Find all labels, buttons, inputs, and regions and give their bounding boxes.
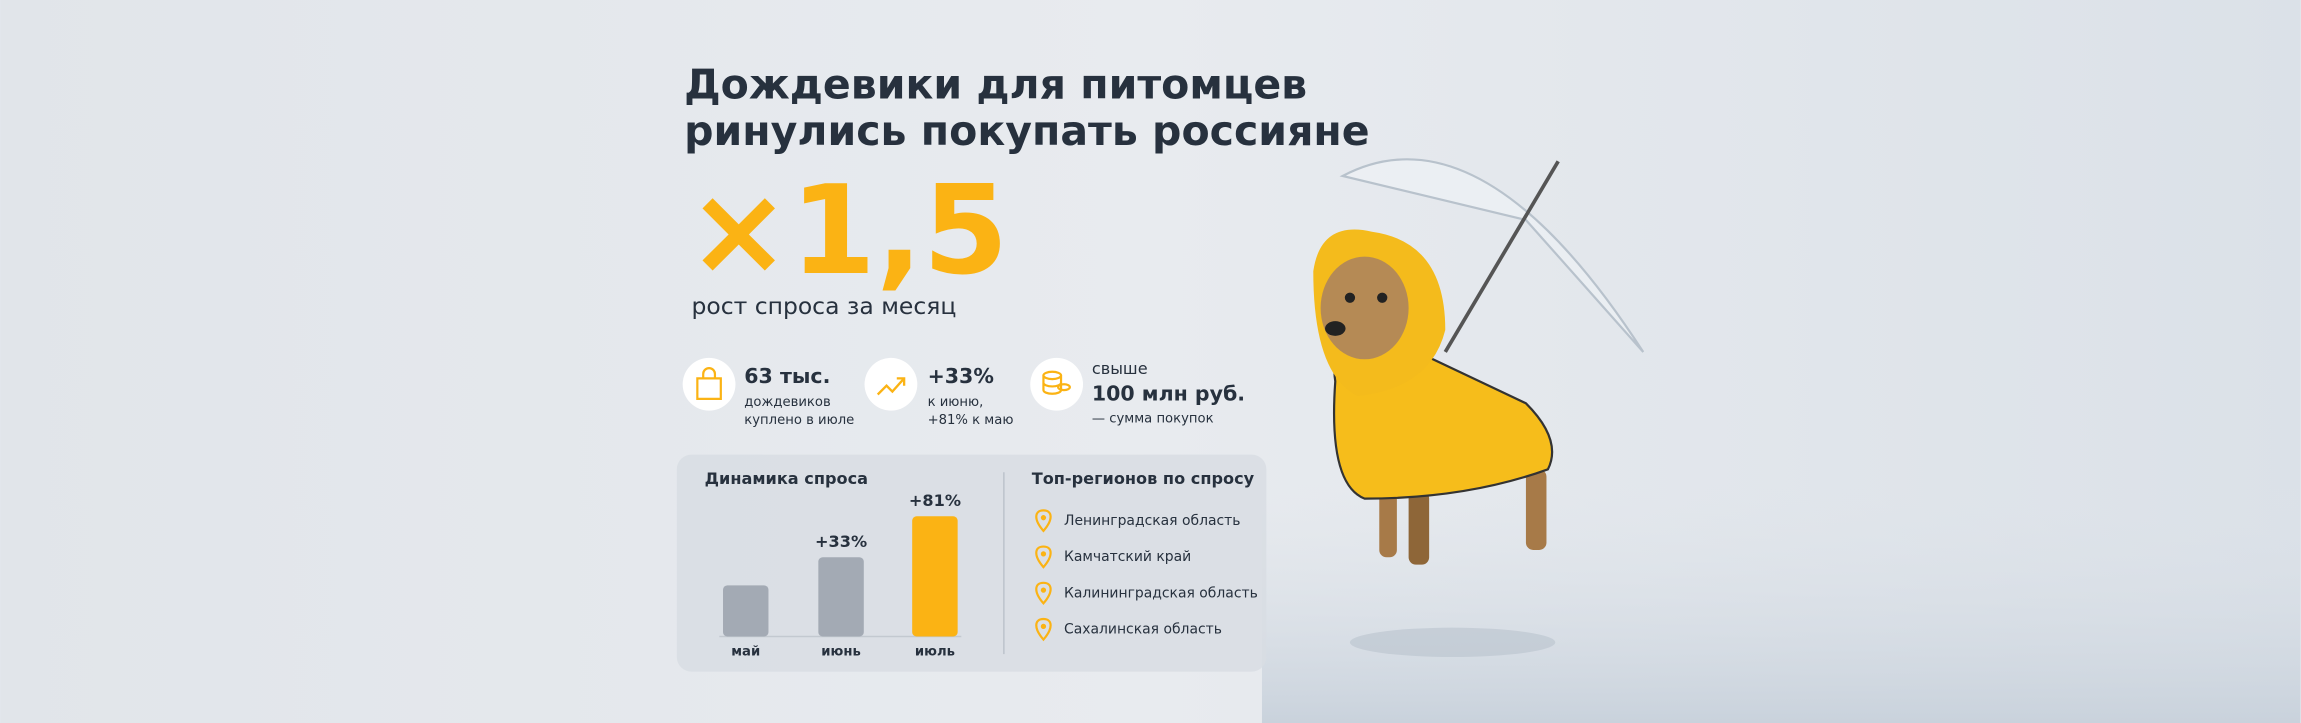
pin-icon [1035,617,1052,642]
title-line: ринулись покупать россияне [684,107,1369,155]
pin-icon [1035,509,1052,533]
dog-illustration [1313,158,1645,658]
water [1261,483,2301,723]
region-name: Камчатский край [1064,549,1191,565]
pin-dot [1040,623,1047,629]
x-tick-label: май [731,645,760,660]
value-label: +33% [815,532,867,551]
stat-caption: дождевиков [744,395,830,410]
x-tick-label: июнь [821,645,861,660]
pin-dot [1040,587,1047,593]
region-name: Ленинградская область [1064,513,1241,529]
regions-title: Топ-регионов по спросу [1032,469,1255,488]
value-label: +81% [909,491,961,510]
pin-icon [1035,545,1052,569]
stat-caption: к июню, [928,395,984,410]
stat-caption: — сумма покупок [1092,411,1214,426]
pin-dot [1040,515,1047,521]
headline-value: ×1,5 [687,160,1008,303]
region-name: Калининградская область [1064,585,1258,601]
stat-value: +33% [928,364,994,388]
bar [912,516,958,637]
stat-caption: куплено в июле [744,413,854,428]
stat-caption: +81% к маю [928,413,1014,428]
bar [818,557,864,637]
bar [723,585,769,637]
stat-value: 63 тыс. [744,364,830,388]
pin-icon [1035,581,1052,606]
chart-title: Динамика спроса [705,469,868,488]
region-name: Сахалинская область [1064,622,1222,638]
title-line: Дождевики для питомцев [684,60,1307,108]
headline-caption: рост спроса за месяц [691,292,956,320]
pin-dot [1040,551,1047,557]
x-tick-label: июль [915,645,955,660]
stat-icons [682,357,1084,411]
stat-prefix: свыше [1092,359,1148,378]
stat-value: 100 млн руб. [1092,381,1245,405]
